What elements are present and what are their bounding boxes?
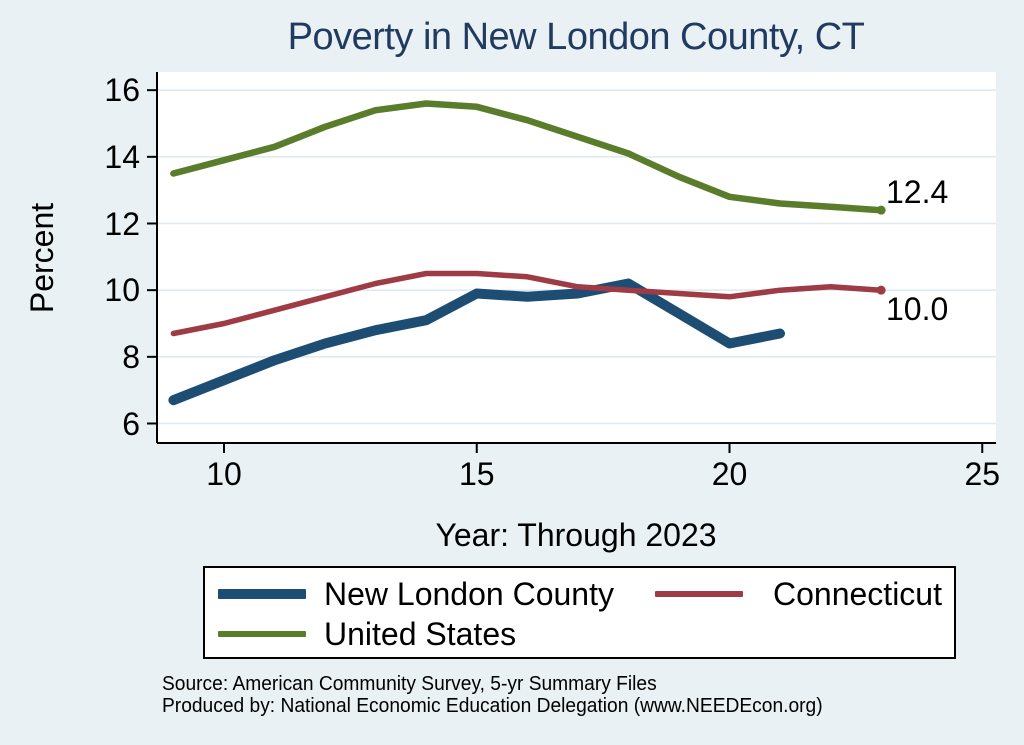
legend-swatch-united-states	[218, 631, 306, 637]
y-tick-label-16: 16	[104, 72, 140, 109]
y-tick-label-14: 14	[104, 138, 140, 175]
end-value-label-united-states: 12.4	[886, 174, 949, 210]
source-line-1: Source: American Community Survey, 5-yr …	[162, 673, 657, 695]
legend-label-united-states: United States	[324, 616, 517, 652]
x-tick-label-25: 25	[964, 456, 1001, 492]
legend-label-connecticut: Connecticut	[773, 576, 942, 612]
x-tick-label-20: 20	[711, 456, 748, 492]
legend-label-new-london-county: New London County	[324, 576, 614, 612]
end-value-label-connecticut: 10.0	[886, 291, 949, 327]
legend-swatch-new-london-county	[218, 589, 306, 599]
x-tick-label-15: 15	[458, 456, 495, 492]
x-axis-title: Year: Through 2023	[435, 517, 717, 553]
chart-title: Poverty in New London County, CT	[287, 16, 865, 58]
end-marker-connecticut	[876, 285, 886, 295]
source-note: Source: American Community Survey, 5-yr …	[162, 673, 823, 717]
series-line-connecticut	[170, 270, 884, 337]
y-axis-title: Percent	[24, 202, 60, 314]
plot-area	[157, 72, 996, 443]
end-marker-united-states	[876, 205, 886, 215]
legend-swatch-connecticut	[655, 591, 743, 597]
y-tick-label-10: 10	[104, 272, 140, 309]
y-tick-label-12: 12	[104, 205, 140, 242]
y-tick-label-8: 8	[122, 338, 140, 375]
series-line-new-london-county	[168, 278, 785, 406]
x-tick-label-10: 10	[206, 456, 242, 492]
source-line-2: Produced by: National Economic Education…	[162, 695, 823, 717]
legend: New London County Connecticut United Sta…	[203, 566, 956, 659]
series-line-united-states	[170, 100, 885, 214]
y-tick-label-6: 6	[122, 405, 140, 442]
